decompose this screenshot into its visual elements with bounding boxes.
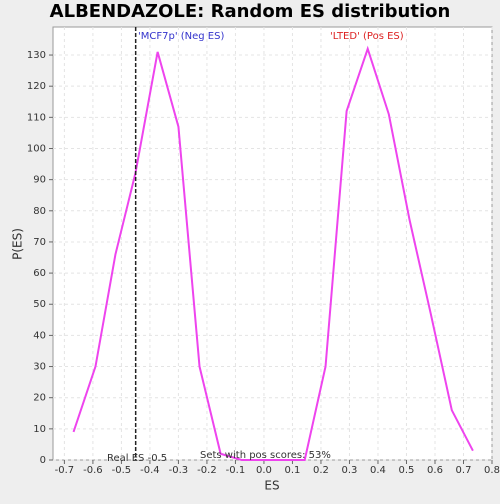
x-tick-label: 0.5 — [399, 465, 415, 476]
pos-label: 'LTED' (Pos ES) — [330, 31, 404, 42]
x-tick-label: -0.2 — [197, 465, 217, 476]
y-tick-label: 80 — [33, 206, 46, 217]
x-tick-label: -0.3 — [169, 465, 189, 476]
y-tick-label: 110 — [27, 112, 46, 123]
y-tick-label: 130 — [27, 50, 46, 61]
x-tick-label: -0.4 — [140, 465, 160, 476]
x-tick-label: 0.6 — [427, 465, 443, 476]
x-tick-label: 0.3 — [342, 465, 358, 476]
x-tick-label: 0.7 — [456, 465, 472, 476]
y-tick-label: 60 — [33, 268, 46, 279]
x-tick-label: 0.4 — [370, 465, 386, 476]
x-tick-label: -0.5 — [112, 465, 132, 476]
x-tick-label: -0.6 — [83, 465, 103, 476]
x-tick-label: 0.2 — [313, 465, 329, 476]
pos-scores-label: Sets with pos scores: 53% — [200, 450, 331, 461]
y-tick-label: 100 — [27, 143, 46, 154]
y-tick-label: 120 — [27, 81, 46, 92]
y-tick-label: 30 — [33, 362, 46, 373]
chart-title: ALBENDAZOLE: Random ES distribution — [50, 1, 451, 22]
y-tick-label: 90 — [33, 175, 46, 186]
x-tick-label: -0.7 — [55, 465, 75, 476]
plot-area — [52, 26, 493, 461]
real-es-label: Real ES -0.5 — [107, 453, 167, 464]
y-tick-label: 10 — [33, 424, 46, 435]
x-tick-label: -0.1 — [226, 465, 246, 476]
x-tick-label: 0.0 — [256, 465, 272, 476]
y-tick-label: 70 — [33, 237, 46, 248]
y-tick-label: 40 — [33, 330, 46, 341]
y-tick-label: 0 — [40, 455, 46, 466]
x-tick-label: 0.1 — [285, 465, 301, 476]
x-tick-label: 0.8 — [484, 465, 500, 476]
neg-label: 'MCF7p' (Neg ES) — [138, 31, 224, 42]
y-tick-label: 20 — [33, 393, 46, 404]
y-axis-label: P(ES) — [11, 228, 25, 260]
x-axis-label: ES — [264, 479, 279, 493]
data-line — [72, 45, 474, 461]
y-tick-label: 50 — [33, 299, 46, 310]
